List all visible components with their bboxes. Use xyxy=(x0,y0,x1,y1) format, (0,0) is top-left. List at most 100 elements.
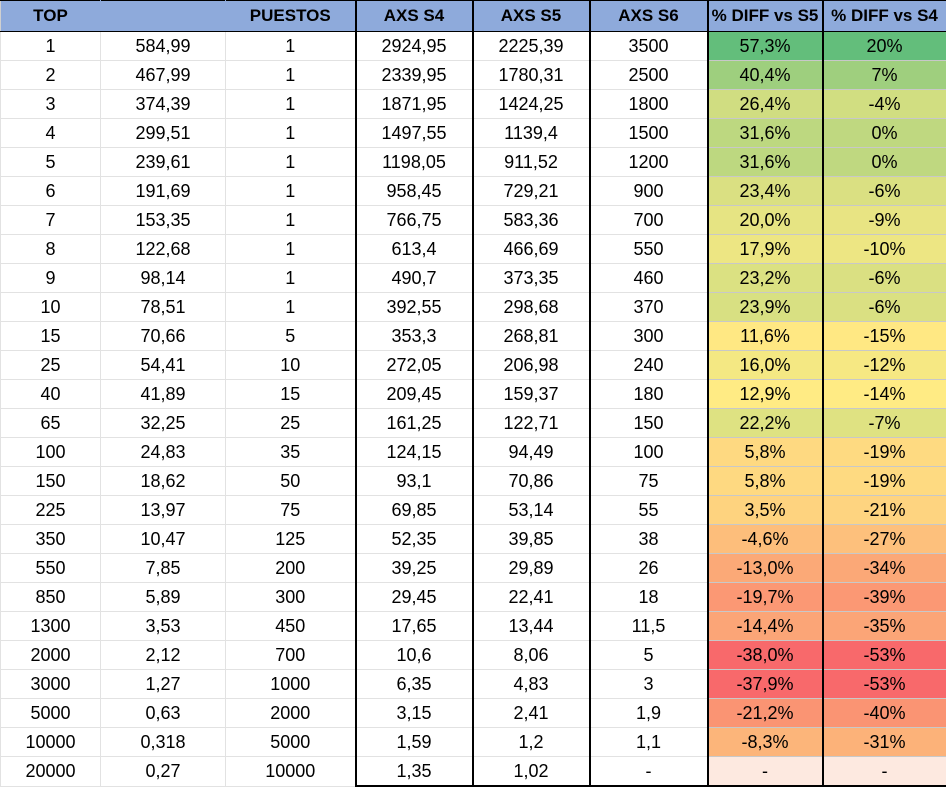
cell-puestos[interactable]: 75 xyxy=(225,495,356,525)
cell-diff-vs-s5[interactable]: -14,4% xyxy=(706,611,823,641)
cell-value[interactable]: 70,66 xyxy=(100,321,226,351)
cell-diff-vs-s4[interactable]: 0% xyxy=(821,147,946,177)
cell-top[interactable]: 1 xyxy=(0,31,101,61)
cell-diff-vs-s5[interactable]: - xyxy=(706,756,823,787)
cell-top[interactable]: 6 xyxy=(0,176,101,206)
cell-diff-vs-s4[interactable]: -4% xyxy=(821,89,946,119)
cell-axs-s4[interactable]: 353,3 xyxy=(354,321,473,351)
cell-axs-s6[interactable]: 460 xyxy=(588,263,708,293)
cell-axs-s5[interactable]: 122,71 xyxy=(471,408,590,438)
cell-diff-vs-s4[interactable]: -19% xyxy=(821,437,946,467)
cell-value[interactable]: 3,53 xyxy=(100,611,226,641)
cell-axs-s5[interactable]: 373,35 xyxy=(471,263,590,293)
header-puestos[interactable]: PUESTOS xyxy=(225,0,356,32)
cell-diff-vs-s4[interactable]: -40% xyxy=(821,698,946,728)
cell-puestos[interactable]: 1 xyxy=(225,31,356,61)
cell-axs-s6[interactable]: 1500 xyxy=(588,118,708,148)
cell-diff-vs-s4[interactable]: -9% xyxy=(821,205,946,235)
cell-diff-vs-s4[interactable]: -6% xyxy=(821,263,946,293)
cell-axs-s5[interactable]: 4,83 xyxy=(471,669,590,699)
cell-top[interactable]: 8 xyxy=(0,234,101,264)
cell-puestos[interactable]: 25 xyxy=(225,408,356,438)
cell-value[interactable]: 467,99 xyxy=(100,60,226,90)
cell-top[interactable]: 1300 xyxy=(0,611,101,641)
cell-top[interactable]: 225 xyxy=(0,495,101,525)
cell-diff-vs-s5[interactable]: -38,0% xyxy=(706,640,823,670)
cell-diff-vs-s5[interactable]: -37,9% xyxy=(706,669,823,699)
cell-axs-s5[interactable]: 53,14 xyxy=(471,495,590,525)
cell-axs-s6[interactable]: 2500 xyxy=(588,60,708,90)
cell-diff-vs-s5[interactable]: -21,2% xyxy=(706,698,823,728)
cell-diff-vs-s4[interactable]: -53% xyxy=(821,669,946,699)
cell-value[interactable]: 5,89 xyxy=(100,582,226,612)
cell-axs-s6[interactable]: 100 xyxy=(588,437,708,467)
cell-diff-vs-s5[interactable]: -8,3% xyxy=(706,727,823,757)
cell-top[interactable]: 2000 xyxy=(0,640,101,670)
cell-value[interactable]: 98,14 xyxy=(100,263,226,293)
cell-diff-vs-s5[interactable]: 31,6% xyxy=(706,118,823,148)
cell-top[interactable]: 7 xyxy=(0,205,101,235)
cell-axs-s6[interactable]: 5 xyxy=(588,640,708,670)
cell-value[interactable]: 78,51 xyxy=(100,292,226,322)
cell-axs-s5[interactable]: 268,81 xyxy=(471,321,590,351)
cell-axs-s6[interactable]: 3500 xyxy=(588,31,708,61)
cell-top[interactable]: 4 xyxy=(0,118,101,148)
cell-diff-vs-s4[interactable]: -34% xyxy=(821,553,946,583)
cell-axs-s4[interactable]: 6,35 xyxy=(354,669,473,699)
cell-axs-s6[interactable]: 370 xyxy=(588,292,708,322)
cell-axs-s4[interactable]: 124,15 xyxy=(354,437,473,467)
cell-axs-s6[interactable]: 240 xyxy=(588,350,708,380)
cell-diff-vs-s4[interactable]: -6% xyxy=(821,292,946,322)
cell-axs-s6[interactable]: - xyxy=(588,756,708,787)
cell-axs-s6[interactable]: 3 xyxy=(588,669,708,699)
cell-axs-s4[interactable]: 10,6 xyxy=(354,640,473,670)
cell-axs-s4[interactable]: 613,4 xyxy=(354,234,473,264)
cell-diff-vs-s5[interactable]: 12,9% xyxy=(706,379,823,409)
cell-diff-vs-s4[interactable]: - xyxy=(821,756,946,787)
cell-axs-s4[interactable]: 272,05 xyxy=(354,350,473,380)
cell-puestos[interactable]: 1 xyxy=(225,60,356,90)
cell-puestos[interactable]: 10000 xyxy=(225,756,356,787)
cell-axs-s5[interactable]: 39,85 xyxy=(471,524,590,554)
cell-diff-vs-s5[interactable]: 23,2% xyxy=(706,263,823,293)
cell-puestos[interactable]: 450 xyxy=(225,611,356,641)
cell-axs-s5[interactable]: 1,2 xyxy=(471,727,590,757)
cell-value[interactable]: 299,51 xyxy=(100,118,226,148)
cell-diff-vs-s4[interactable]: -12% xyxy=(821,350,946,380)
cell-diff-vs-s4[interactable]: -31% xyxy=(821,727,946,757)
cell-axs-s5[interactable]: 13,44 xyxy=(471,611,590,641)
cell-diff-vs-s5[interactable]: 11,6% xyxy=(706,321,823,351)
header-axs-s4[interactable]: AXS S4 xyxy=(354,0,473,32)
cell-puestos[interactable]: 700 xyxy=(225,640,356,670)
cell-top[interactable]: 350 xyxy=(0,524,101,554)
cell-axs-s5[interactable]: 29,89 xyxy=(471,553,590,583)
cell-axs-s5[interactable]: 70,86 xyxy=(471,466,590,496)
cell-axs-s5[interactable]: 206,98 xyxy=(471,350,590,380)
cell-puestos[interactable]: 2000 xyxy=(225,698,356,728)
cell-top[interactable]: 3000 xyxy=(0,669,101,699)
cell-puestos[interactable]: 200 xyxy=(225,553,356,583)
cell-value[interactable]: 0,27 xyxy=(100,756,226,787)
cell-diff-vs-s5[interactable]: 40,4% xyxy=(706,60,823,90)
cell-axs-s4[interactable]: 161,25 xyxy=(354,408,473,438)
cell-diff-vs-s5[interactable]: 3,5% xyxy=(706,495,823,525)
cell-axs-s5[interactable]: 1424,25 xyxy=(471,89,590,119)
cell-top[interactable]: 100 xyxy=(0,437,101,467)
header-diff-vs-s5[interactable]: % DIFF vs S5 xyxy=(706,0,823,32)
cell-top[interactable]: 25 xyxy=(0,350,101,380)
cell-axs-s6[interactable]: 55 xyxy=(588,495,708,525)
cell-puestos[interactable]: 10 xyxy=(225,350,356,380)
cell-puestos[interactable]: 15 xyxy=(225,379,356,409)
cell-top[interactable]: 10000 xyxy=(0,727,101,757)
cell-axs-s6[interactable]: 300 xyxy=(588,321,708,351)
cell-axs-s4[interactable]: 1871,95 xyxy=(354,89,473,119)
cell-top[interactable]: 9 xyxy=(0,263,101,293)
cell-diff-vs-s5[interactable]: 57,3% xyxy=(706,31,823,61)
header-diff-vs-s4[interactable]: % DIFF vs S4 xyxy=(821,0,946,32)
cell-top[interactable]: 3 xyxy=(0,89,101,119)
cell-value[interactable]: 10,47 xyxy=(100,524,226,554)
cell-diff-vs-s5[interactable]: -19,7% xyxy=(706,582,823,612)
cell-axs-s4[interactable]: 52,35 xyxy=(354,524,473,554)
cell-value[interactable]: 0,63 xyxy=(100,698,226,728)
cell-top[interactable]: 150 xyxy=(0,466,101,496)
